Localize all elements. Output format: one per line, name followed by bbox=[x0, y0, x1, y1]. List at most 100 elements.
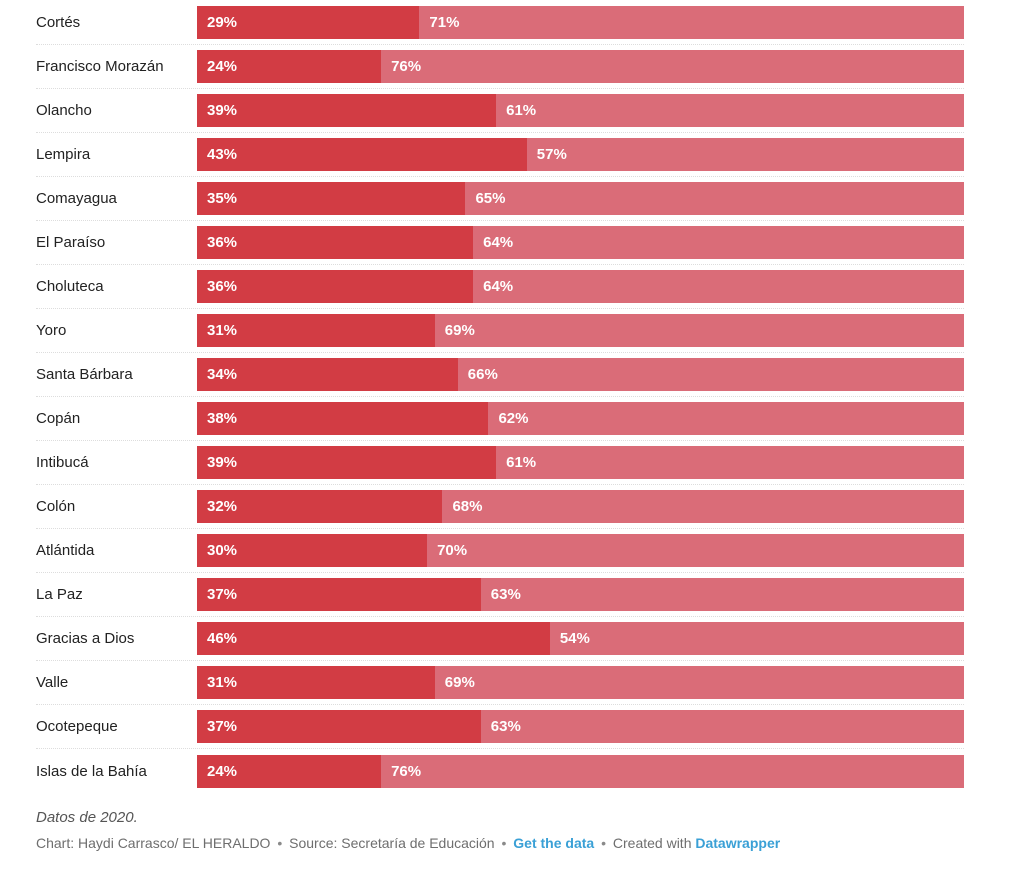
bar-segment-primary[interactable]: 24% bbox=[197, 50, 382, 83]
bar-segment-primary[interactable]: 39% bbox=[197, 94, 497, 127]
chart-credit-line: Chart: Haydi Carrasco/ EL HERALDO • Sour… bbox=[36, 835, 1024, 851]
bar-segment-primary[interactable]: 38% bbox=[197, 402, 489, 435]
bar-track: 31% 69% bbox=[197, 666, 964, 699]
bar-segment-secondary[interactable]: 63% bbox=[480, 710, 964, 743]
bar-segment-secondary[interactable]: 71% bbox=[419, 6, 964, 39]
bar-value-label: 37% bbox=[207, 586, 238, 603]
bar-segment-secondary[interactable]: 61% bbox=[496, 446, 964, 479]
bullet-separator: • bbox=[501, 835, 507, 851]
bar-value-label: 30% bbox=[207, 542, 238, 559]
category-label: Olancho bbox=[36, 102, 92, 119]
bar-segment-secondary[interactable]: 76% bbox=[381, 50, 964, 83]
bar-segment-secondary[interactable]: 69% bbox=[434, 314, 964, 347]
bar-segment-primary[interactable]: 36% bbox=[197, 226, 474, 259]
bar-value-label: 37% bbox=[207, 718, 238, 735]
bar-segment-primary[interactable]: 30% bbox=[197, 534, 428, 567]
get-the-data-link[interactable]: Get the data bbox=[513, 835, 595, 851]
chart-row: Francisco Morazán 24% 76% bbox=[36, 45, 964, 89]
bar-segment-secondary[interactable]: 64% bbox=[473, 226, 964, 259]
bar-value-label: 39% bbox=[207, 102, 238, 119]
bar-value-label: 70% bbox=[437, 542, 468, 559]
category-label: Choluteca bbox=[36, 278, 104, 295]
bar-track: 36% 64% bbox=[197, 270, 964, 303]
bar-value-label: 76% bbox=[391, 762, 422, 780]
bullet-separator: • bbox=[601, 835, 606, 851]
chart-row: La Paz 37% 63% bbox=[36, 573, 964, 617]
bar-segment-primary[interactable]: 34% bbox=[197, 358, 458, 391]
chart-row: Gracias a Dios 46% 54% bbox=[36, 617, 964, 661]
chart-row: Copán 38% 62% bbox=[36, 397, 964, 441]
bar-segment-secondary[interactable]: 62% bbox=[488, 402, 964, 435]
chart-row: Intibucá 39% 61% bbox=[36, 441, 964, 485]
bar-segment-primary[interactable]: 32% bbox=[197, 490, 443, 523]
bar-segment-secondary[interactable]: 61% bbox=[496, 94, 964, 127]
bar-track: 30% 70% bbox=[197, 534, 964, 567]
bar-segment-primary[interactable]: 43% bbox=[197, 138, 527, 171]
bar-segment-primary[interactable]: 31% bbox=[197, 666, 435, 699]
bar-segment-secondary[interactable]: 63% bbox=[480, 578, 964, 611]
category-label: Cortés bbox=[36, 14, 81, 31]
bar-value-label: 39% bbox=[207, 454, 238, 471]
bar-track: 46% 54% bbox=[197, 622, 964, 655]
credit-chart-text: Chart: Haydi Carrasco/ EL HERALDO bbox=[36, 835, 271, 851]
bar-value-label: 34% bbox=[207, 366, 238, 383]
bar-segment-primary[interactable]: 24% bbox=[197, 754, 382, 788]
bar-segment-secondary[interactable]: 65% bbox=[465, 182, 964, 215]
category-label: Valle bbox=[36, 674, 69, 691]
bar-track: 38% 62% bbox=[197, 402, 964, 435]
datawrapper-link[interactable]: Datawrapper bbox=[695, 835, 781, 851]
bar-value-label: 61% bbox=[506, 102, 537, 119]
bar-track: 43% 57% bbox=[197, 138, 964, 171]
bar-segment-primary[interactable]: 31% bbox=[197, 314, 435, 347]
bar-value-label: 69% bbox=[444, 322, 475, 339]
bar-segment-primary[interactable]: 29% bbox=[197, 6, 420, 39]
chart-row: Comayagua 35% 65% bbox=[36, 177, 964, 221]
bar-segment-secondary[interactable]: 64% bbox=[473, 270, 964, 303]
category-label: Gracias a Dios bbox=[36, 630, 135, 647]
bar-segment-secondary[interactable]: 76% bbox=[381, 754, 964, 788]
bar-value-label: 31% bbox=[207, 674, 238, 691]
bar-value-label: 66% bbox=[467, 366, 498, 383]
category-label: Santa Bárbara bbox=[36, 366, 133, 383]
bar-value-label: 46% bbox=[207, 630, 238, 647]
bar-segment-primary[interactable]: 35% bbox=[197, 182, 466, 215]
bar-segment-secondary[interactable]: 70% bbox=[427, 534, 964, 567]
bar-value-label: 63% bbox=[490, 718, 521, 735]
bar-track: 35% 65% bbox=[197, 182, 964, 215]
bar-segment-primary[interactable]: 36% bbox=[197, 270, 474, 303]
bar-segment-primary[interactable]: 37% bbox=[197, 578, 481, 611]
bar-segment-primary[interactable]: 39% bbox=[197, 446, 497, 479]
bar-segment-secondary[interactable]: 69% bbox=[434, 666, 964, 699]
chart-row: Atlántida 30% 70% bbox=[36, 529, 964, 573]
category-label: Copán bbox=[36, 410, 81, 427]
bar-value-label: 31% bbox=[207, 322, 238, 339]
category-label: Atlántida bbox=[36, 542, 95, 559]
bar-segment-secondary[interactable]: 54% bbox=[549, 622, 964, 655]
chart-row: El Paraíso 36% 64% bbox=[36, 221, 964, 265]
bar-value-label: 63% bbox=[490, 586, 521, 603]
bullet-separator: • bbox=[277, 835, 283, 851]
chart-row: Olancho 39% 61% bbox=[36, 89, 964, 133]
bar-track: 39% 61% bbox=[197, 446, 964, 479]
bar-value-label: 76% bbox=[391, 58, 422, 75]
bar-segment-secondary[interactable]: 57% bbox=[526, 138, 964, 171]
bar-segment-primary[interactable]: 46% bbox=[197, 622, 550, 655]
created-with-text: Created with bbox=[612, 835, 692, 851]
bar-track: 34% 66% bbox=[197, 358, 964, 391]
bar-track: 24% 76% bbox=[197, 50, 964, 83]
bar-value-label: 38% bbox=[207, 410, 238, 427]
bar-segment-primary[interactable]: 37% bbox=[197, 710, 481, 743]
chart-row: Lempira 43% 57% bbox=[36, 133, 964, 177]
chart-row: Colón 32% 68% bbox=[36, 485, 964, 529]
bar-segment-secondary[interactable]: 66% bbox=[457, 358, 964, 391]
chart-row: Choluteca 36% 64% bbox=[36, 265, 964, 309]
bar-segment-secondary[interactable]: 68% bbox=[442, 490, 964, 523]
chart-row: Santa Bárbara 34% 66% bbox=[36, 353, 964, 397]
bar-track: 31% 69% bbox=[197, 314, 964, 347]
bar-value-label: 35% bbox=[207, 190, 238, 207]
bar-track: 29% 71% bbox=[197, 6, 964, 39]
category-label: Ocotepeque bbox=[36, 718, 118, 735]
chart-rows: Cortés 29% 71% Francisco Morazán 24% 76%… bbox=[36, 1, 1024, 793]
bar-track: 39% 61% bbox=[197, 94, 964, 127]
category-label: Comayagua bbox=[36, 190, 117, 207]
